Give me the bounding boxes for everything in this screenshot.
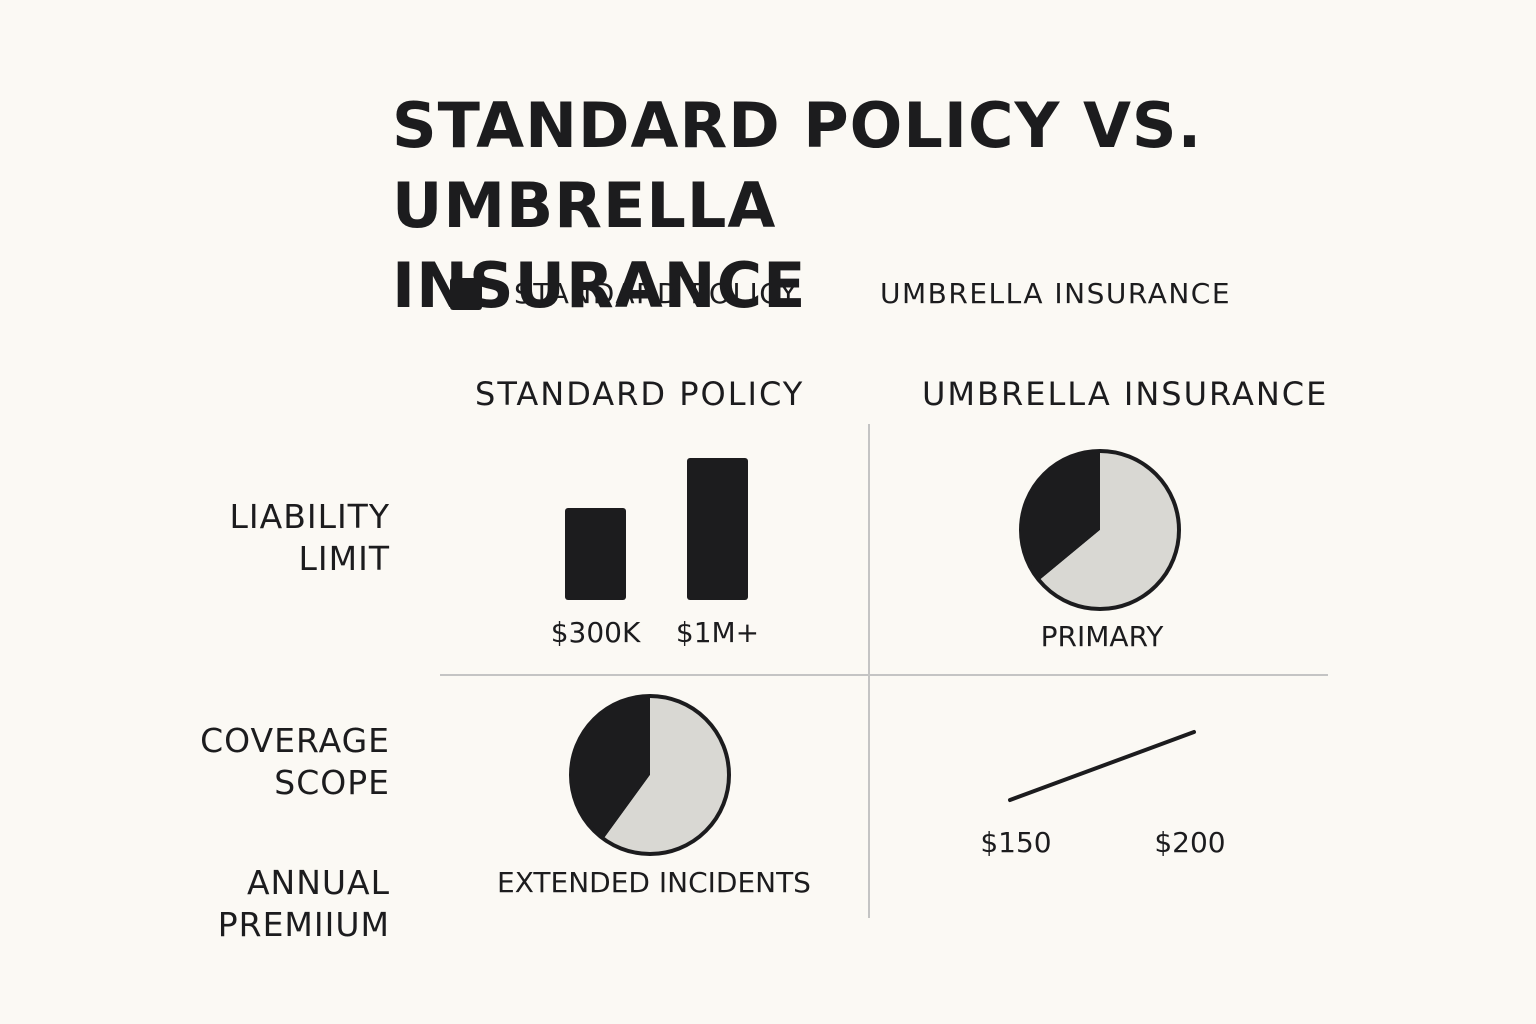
pie-outline	[569, 694, 731, 856]
premium-tick-label-0: $150	[980, 826, 1051, 859]
bar-1	[687, 458, 748, 600]
pie-slice-0	[570, 696, 650, 839]
legend-label-umbrella: UMBRELLA INSURANCE	[880, 277, 1232, 310]
liability-bar-chart: $300K $1M+	[551, 458, 759, 649]
grid-divider-horizontal	[440, 674, 1328, 676]
bar-label-1: $1M+	[676, 616, 759, 649]
row-label-coverage-line1: COVERAGE	[200, 721, 390, 760]
legend-label-standard: STANDARD POLICY	[514, 277, 799, 310]
pie-slice-0	[1020, 451, 1100, 581]
bar-0	[565, 508, 626, 600]
chart-title: STANDARD POLICY VS. UMBRELLA INSURANCE	[392, 86, 1212, 326]
pie-outline	[1019, 449, 1181, 611]
primary-pie-chart	[1019, 449, 1181, 611]
row-label-coverage-line2: SCOPE	[274, 763, 390, 802]
premium-line-chart: $150 $200	[980, 730, 1226, 859]
row-label-premium-line1: ANNUAL	[246, 863, 390, 902]
row-label-liability: LIABILITY LIMIT	[230, 496, 391, 580]
row-label-liability-line1: LIABILITY	[229, 497, 390, 536]
pie-caption-primary: PRIMARY	[1041, 620, 1165, 653]
premium-tick-label-1: $200	[1154, 826, 1225, 859]
legend-swatch-standard	[450, 278, 482, 310]
pie-slice-1	[603, 696, 729, 854]
row-label-liability-line2: LIMIT	[298, 539, 390, 578]
bar-label-0: $300K	[551, 616, 641, 649]
premium-line	[1008, 730, 1196, 802]
extended-pie-chart	[569, 694, 731, 856]
row-label-premium-line2: PREMIIUM	[217, 905, 390, 944]
grid-divider-vertical	[868, 424, 870, 918]
pie-slice-1	[1039, 451, 1179, 609]
pie-caption-extended: EXTENDED INCIDENTS	[497, 866, 811, 899]
row-label-coverage: COVERAGE SCOPE	[200, 720, 390, 804]
title-line-1: STANDARD POLICY VS.	[392, 89, 1203, 162]
column-header-standard: STANDARD POLICY	[475, 375, 805, 413]
row-label-premium: ANNUAL PREMIIUM	[218, 862, 390, 946]
column-header-umbrella: UMBRELLA INSURANCE	[922, 375, 1329, 413]
